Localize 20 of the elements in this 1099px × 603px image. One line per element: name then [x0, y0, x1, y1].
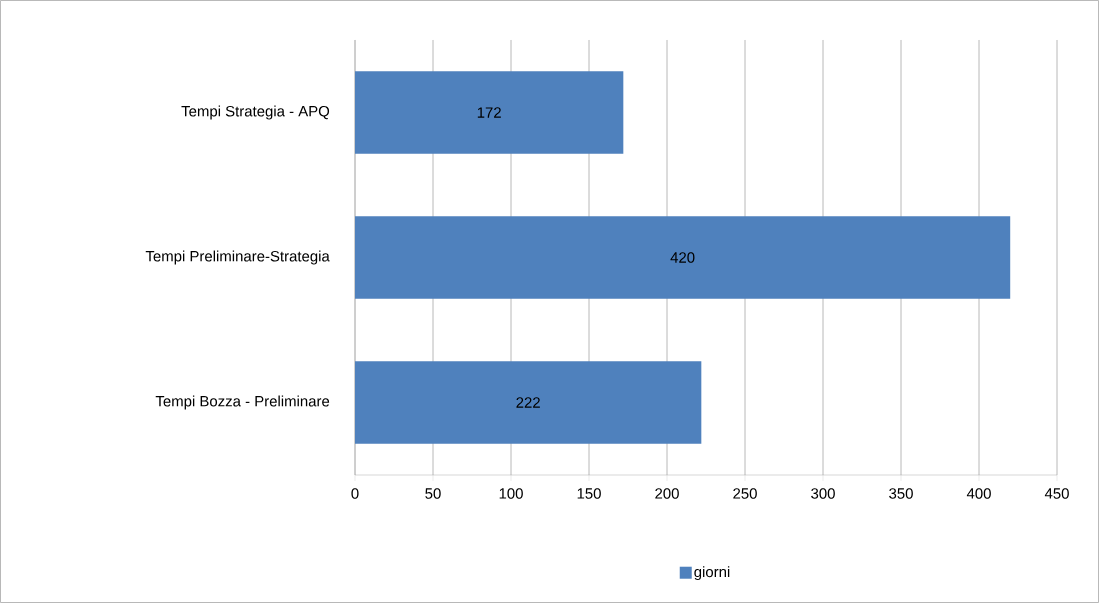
x-tick-label: 150 — [577, 488, 601, 499]
x-tick-label: 400 — [966, 488, 991, 499]
x-tick-label: 50 — [425, 488, 441, 499]
x-tick-label: 100 — [499, 488, 523, 499]
x-tick-label: 200 — [655, 488, 679, 499]
bar — [355, 361, 702, 444]
data-label: 222 — [516, 397, 540, 408]
x-tick-label: 300 — [811, 488, 835, 499]
x-tick-label: 250 — [733, 488, 757, 499]
x-tick-label: 0 — [351, 488, 359, 499]
bar — [355, 216, 1011, 299]
legend-label: giorni — [694, 566, 730, 581]
data-label: 420 — [670, 252, 695, 263]
y-tick-label: Tempi Bozza - Preliminare — [155, 395, 330, 410]
x-tick-label: 450 — [1044, 488, 1069, 499]
y-tick-label: Tempi Preliminare-Strategia — [145, 250, 330, 265]
y-tick-label: Tempi Strategia - APQ — [181, 105, 330, 120]
bar — [355, 71, 624, 154]
x-tick-label: 350 — [889, 488, 913, 499]
data-label: 172 — [477, 107, 501, 118]
